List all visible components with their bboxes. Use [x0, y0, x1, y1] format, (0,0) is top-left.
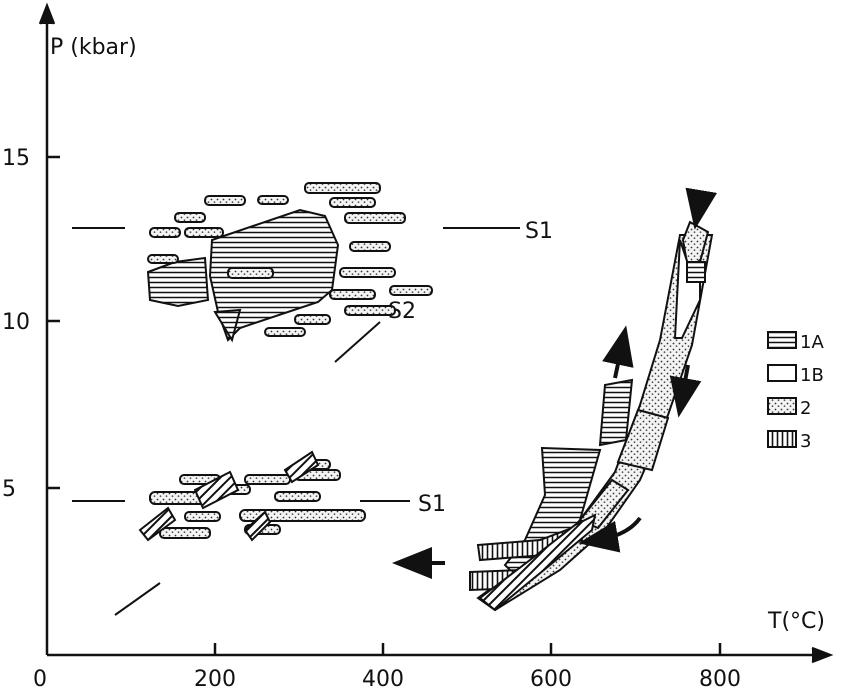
upper-fields	[146, 182, 433, 343]
x-tick-label: 800	[699, 667, 741, 690]
legend-label: 3	[800, 431, 811, 452]
annotation: S1	[525, 219, 553, 244]
x-axis-label: T(°C)	[767, 609, 825, 634]
x-tick-label: 600	[530, 667, 572, 690]
pt-path-fields	[469, 220, 714, 612]
y-tick-label: 5	[2, 477, 16, 502]
lower-fields	[138, 450, 366, 542]
legend-label: 2	[800, 398, 811, 419]
arrows	[392, 187, 718, 579]
annotation: S1	[418, 492, 446, 517]
y-tick-label: 15	[2, 146, 30, 171]
axes	[38, 2, 834, 664]
x-tick-label: 200	[194, 667, 236, 690]
legend-label: 1B	[800, 365, 824, 386]
foliation-lines	[72, 227, 520, 616]
x-tick-label: 400	[362, 667, 404, 690]
legend-label: 1A	[800, 332, 824, 353]
y-tick-label: 10	[2, 310, 30, 335]
x-tick-label: 0	[33, 667, 47, 690]
y-axis-label: P (kbar)	[50, 35, 137, 60]
legend-swatches	[767, 331, 797, 448]
